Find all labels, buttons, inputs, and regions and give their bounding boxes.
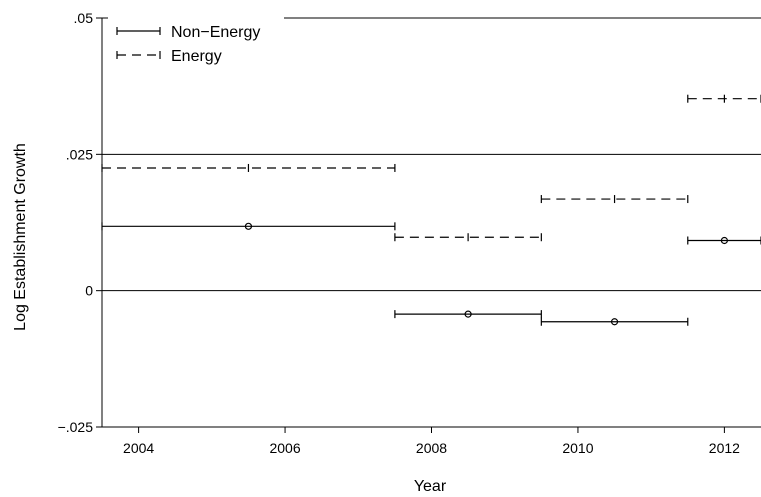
data-point-circle	[720, 236, 728, 245]
series-layer	[101, 94, 761, 326]
legend-label: Energy	[171, 48, 222, 65]
x-tick-label: 2010	[562, 440, 593, 456]
legend: Non−Energy Energy	[108, 10, 284, 65]
data-point-circle	[244, 222, 253, 230]
x-tick-label: 2004	[123, 440, 154, 456]
x-tick-label: 2006	[269, 440, 300, 456]
y-axis-title: Log Establishment Growth	[12, 143, 29, 331]
x-axis-title: Year	[414, 478, 447, 495]
y-tick-label: −.025	[58, 419, 94, 435]
data-point-circle	[610, 318, 619, 326]
y-axis-ticks: .05 .025 0 −.025	[58, 10, 102, 435]
legend-label: Non−Energy	[171, 24, 260, 41]
data-point-circle	[464, 310, 472, 318]
grid-lines	[102, 17, 761, 428]
y-tick-label: .025	[66, 146, 93, 162]
x-tick-label: 2012	[709, 440, 740, 456]
x-axis-ticks: 2004 2006 2008 2010 2012	[123, 427, 740, 456]
axes	[101, 18, 761, 428]
y-tick-label: .05	[74, 10, 94, 26]
y-tick-label: 0	[85, 283, 93, 299]
x-tick-label: 2008	[416, 440, 447, 456]
legend-box	[108, 10, 284, 60]
